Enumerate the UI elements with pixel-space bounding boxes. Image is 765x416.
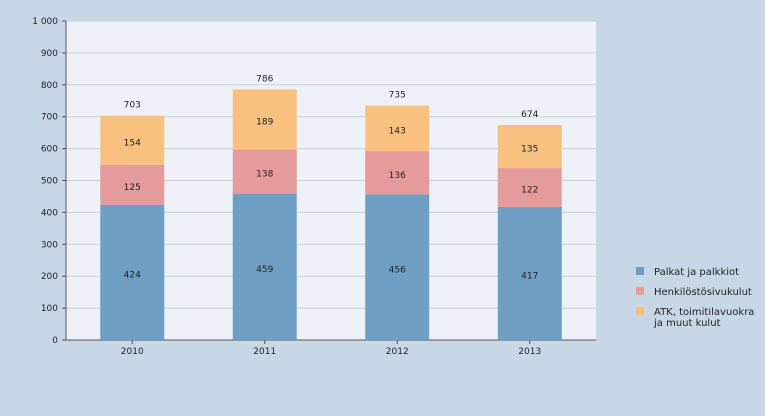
total-value-label: 735 (389, 91, 406, 101)
segment-value-label: 136 (389, 171, 406, 181)
x-tick-label: 2013 (518, 347, 541, 357)
bar-segment (232, 193, 297, 340)
y-tick-label: 200 (41, 272, 58, 282)
y-tick-label: 700 (41, 113, 58, 123)
bar-segment (232, 149, 297, 194)
x-tick-label: 2011 (253, 347, 276, 357)
bar-segment (100, 164, 165, 205)
bar-segment (497, 124, 562, 169)
bar-segment (365, 151, 430, 195)
segment-value-label: 424 (124, 270, 141, 280)
y-tick-label: 300 (41, 240, 58, 250)
legend-label: Henkilöstösivukulut (654, 287, 752, 298)
y-tick-label: 600 (41, 145, 58, 155)
y-tick-label: 800 (41, 81, 58, 91)
segment-value-label: 456 (389, 265, 406, 275)
legend-label: ATK, toimitilavuokra (654, 307, 754, 318)
legend-swatch (636, 267, 644, 275)
segment-value-label: 189 (256, 117, 273, 127)
bar-segment (232, 89, 297, 150)
legend-label: Palkat ja palkkiot (654, 267, 739, 278)
legend-label: ja muut kulut (653, 318, 721, 329)
total-value-label: 786 (256, 74, 273, 84)
bar-segment (497, 206, 562, 340)
bar-segment (100, 204, 165, 340)
segment-value-label: 138 (256, 170, 273, 180)
x-tick-label: 2012 (386, 347, 409, 357)
bar-segment (100, 115, 165, 165)
y-tick-label: 900 (41, 49, 58, 59)
segment-value-label: 154 (124, 138, 141, 148)
segment-value-label: 417 (521, 271, 538, 281)
segment-value-label: 125 (124, 183, 141, 193)
y-tick-label: 1 000 (32, 17, 58, 27)
legend-swatch (636, 307, 644, 315)
segment-value-label: 135 (521, 145, 538, 155)
bar-segment (365, 105, 430, 152)
segment-value-label: 459 (256, 265, 273, 275)
y-tick-label: 400 (41, 208, 58, 218)
segment-value-label: 143 (389, 126, 406, 136)
x-tick-label: 2010 (121, 347, 144, 357)
legend-swatch (636, 287, 644, 295)
segment-value-label: 122 (521, 186, 538, 196)
total-value-label: 703 (124, 101, 141, 111)
bar-segment (497, 168, 562, 207)
total-value-label: 674 (521, 110, 538, 120)
y-tick-label: 500 (41, 177, 58, 187)
bar-segment (365, 194, 430, 340)
y-tick-label: 0 (52, 336, 58, 346)
y-tick-label: 100 (41, 304, 58, 314)
